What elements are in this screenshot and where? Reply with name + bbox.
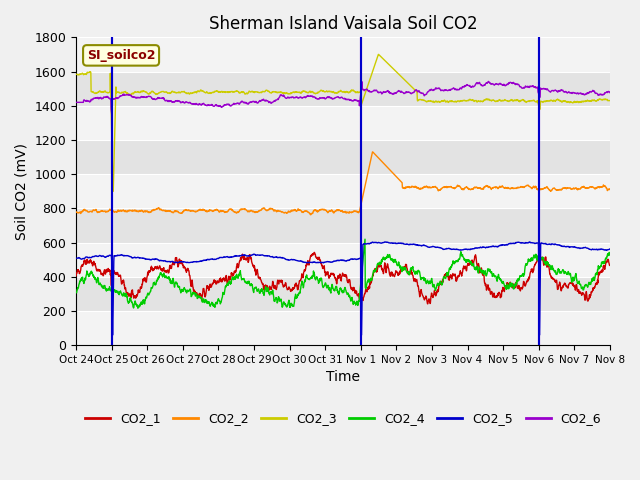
Bar xyxy=(76,72,610,106)
Bar xyxy=(76,174,610,208)
Bar xyxy=(76,242,610,277)
Bar xyxy=(76,37,610,72)
Y-axis label: Soil CO2 (mV): Soil CO2 (mV) xyxy=(15,143,29,240)
Title: Sherman Island Vaisala Soil CO2: Sherman Island Vaisala Soil CO2 xyxy=(209,15,477,33)
Bar xyxy=(76,277,610,311)
Bar xyxy=(76,311,610,345)
X-axis label: Time: Time xyxy=(326,371,360,384)
Text: SI_soilco2: SI_soilco2 xyxy=(87,49,156,62)
Bar xyxy=(76,208,610,242)
Legend: CO2_1, CO2_2, CO2_3, CO2_4, CO2_5, CO2_6: CO2_1, CO2_2, CO2_3, CO2_4, CO2_5, CO2_6 xyxy=(80,407,606,430)
Bar xyxy=(76,140,610,174)
Bar xyxy=(76,106,610,140)
